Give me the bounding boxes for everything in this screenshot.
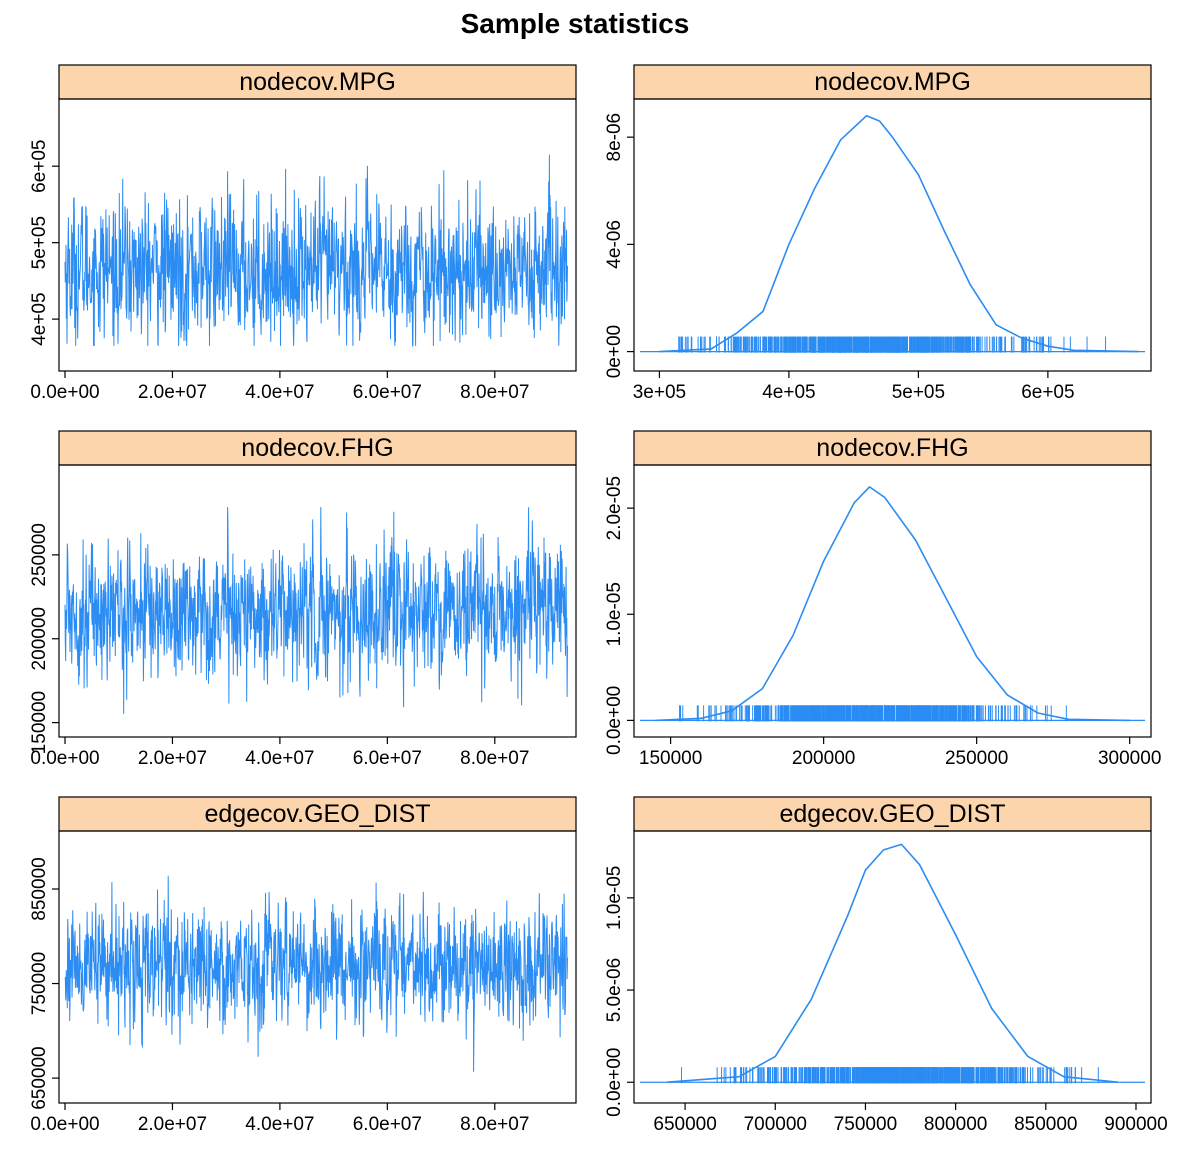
x-tick-label: 850000 bbox=[1014, 1114, 1077, 1135]
y-tick-label: 4e-06 bbox=[604, 220, 625, 269]
x-tick-label: 2.0e+07 bbox=[138, 382, 207, 403]
x-tick-label: 150000 bbox=[639, 748, 702, 769]
y-tick-label: 5e+05 bbox=[29, 216, 50, 269]
x-tick-label: 800000 bbox=[924, 1114, 987, 1135]
x-tick-label: 8.0e+07 bbox=[460, 1114, 529, 1135]
x-tick-label: 3e+05 bbox=[633, 382, 686, 403]
panel-1: nodecov.MPG 0.0e+00 2.0e+07 4.0e+07 6.0e+07 8… bbox=[29, 64, 577, 403]
panel-4: nodecov.FHG 150000 200000 250000 300000 0.0e+… bbox=[604, 430, 1161, 769]
x-tick-label: 4.0e+07 bbox=[245, 1114, 314, 1135]
x-tick-label: 6.0e+07 bbox=[353, 382, 422, 403]
plot-content bbox=[64, 506, 568, 714]
x-tick-label: 6e+05 bbox=[1021, 382, 1074, 403]
x-tick-label: 6.0e+07 bbox=[353, 1114, 422, 1135]
y-tick-label: 0.0e+00 bbox=[604, 1048, 625, 1117]
x-tick-label: 0.0e+00 bbox=[30, 1114, 99, 1135]
panel-title: nodecov.FHG bbox=[241, 434, 393, 462]
plot-content bbox=[640, 843, 1145, 1084]
main-title: Sample statistics bbox=[461, 8, 690, 39]
panel-strip bbox=[633, 64, 1152, 100]
plot-content bbox=[64, 875, 568, 1072]
x-tick-label: 6.0e+07 bbox=[353, 748, 422, 769]
x-tick-label: 0.0e+00 bbox=[30, 382, 99, 403]
panel-5: edgecov.GEO_DIST 0.0e+00 2.0e+07 4.0e+07 6.0… bbox=[29, 796, 577, 1135]
x-tick-label: 4.0e+07 bbox=[245, 748, 314, 769]
trace-line bbox=[64, 506, 568, 714]
panel-2: nodecov.MPG 3e+05 4e+05 5e+05 6e+05 0e+00 4e-0… bbox=[604, 64, 1152, 403]
x-tick-label: 300000 bbox=[1098, 748, 1161, 769]
panel-6: edgecov.GEO_DIST 650000 700000 750000 800000… bbox=[604, 796, 1168, 1135]
x-tick-label: 200000 bbox=[792, 748, 855, 769]
panel-strip bbox=[633, 430, 1152, 466]
density-curve bbox=[659, 114, 1139, 353]
panel-title: edgecov.GEO_DIST bbox=[779, 800, 1005, 828]
density-curve bbox=[655, 486, 1130, 722]
panels-group: nodecov.MPG 0.0e+00 2.0e+07 4.0e+07 6.0e+07 8… bbox=[29, 64, 1168, 1135]
y-tick-label: 2.0e-05 bbox=[604, 476, 625, 540]
panel-title: edgecov.GEO_DIST bbox=[204, 800, 430, 828]
y-tick-label: 750000 bbox=[29, 952, 50, 1015]
y-tick-label: 4e+05 bbox=[29, 292, 50, 345]
y-tick-label: 1.0e-05 bbox=[604, 866, 625, 930]
density-curve bbox=[667, 843, 1118, 1083]
y-tick-label: 8e-06 bbox=[604, 113, 625, 162]
plot-frame bbox=[58, 830, 577, 1104]
y-tick-label: 6e+05 bbox=[29, 139, 50, 192]
x-tick-label: 8.0e+07 bbox=[460, 748, 529, 769]
panel-title: nodecov.MPG bbox=[814, 68, 971, 96]
x-tick-label: 700000 bbox=[744, 1114, 807, 1135]
x-tick-label: 5e+05 bbox=[892, 382, 945, 403]
x-tick-label: 900000 bbox=[1104, 1114, 1167, 1135]
y-tick-label: 5.0e-06 bbox=[604, 958, 625, 1022]
y-tick-label: 0.0e+00 bbox=[604, 686, 625, 755]
plot-frame bbox=[633, 98, 1152, 372]
x-tick-label: 0.0e+00 bbox=[30, 748, 99, 769]
x-tick-label: 2.0e+07 bbox=[138, 748, 207, 769]
trace-line bbox=[64, 875, 568, 1072]
y-tick-label: 250000 bbox=[29, 523, 50, 586]
x-tick-label: 8.0e+07 bbox=[460, 382, 529, 403]
panel-strip bbox=[58, 64, 577, 100]
panel-3: nodecov.FHG 0.0e+00 2.0e+07 4.0e+07 6.0e+07 8… bbox=[29, 430, 577, 769]
y-tick-label: 200000 bbox=[29, 607, 50, 670]
x-tick-label: 4e+05 bbox=[762, 382, 815, 403]
plot-frame bbox=[633, 830, 1152, 1104]
x-tick-label: 250000 bbox=[945, 748, 1008, 769]
x-tick-label: 650000 bbox=[653, 1114, 716, 1135]
y-tick-label: 150000 bbox=[29, 691, 50, 754]
x-tick-label: 750000 bbox=[834, 1114, 897, 1135]
x-tick-label: 2.0e+07 bbox=[138, 1114, 207, 1135]
plot-frame bbox=[633, 464, 1152, 738]
panel-title: nodecov.FHG bbox=[816, 434, 968, 462]
plot-content bbox=[640, 114, 1145, 353]
panel-strip bbox=[58, 796, 577, 832]
plot-frame bbox=[58, 98, 577, 372]
plot-frame bbox=[58, 464, 577, 738]
x-tick-label: 4.0e+07 bbox=[245, 382, 314, 403]
y-tick-label: 850000 bbox=[29, 857, 50, 920]
y-tick-label: 1.0e-05 bbox=[604, 582, 625, 646]
plot-content bbox=[64, 154, 568, 347]
y-tick-label: 0e+00 bbox=[604, 325, 625, 378]
y-tick-label: 650000 bbox=[29, 1046, 50, 1109]
plot-content bbox=[640, 486, 1145, 722]
trace-line bbox=[64, 154, 568, 347]
panel-title: nodecov.MPG bbox=[239, 68, 396, 96]
